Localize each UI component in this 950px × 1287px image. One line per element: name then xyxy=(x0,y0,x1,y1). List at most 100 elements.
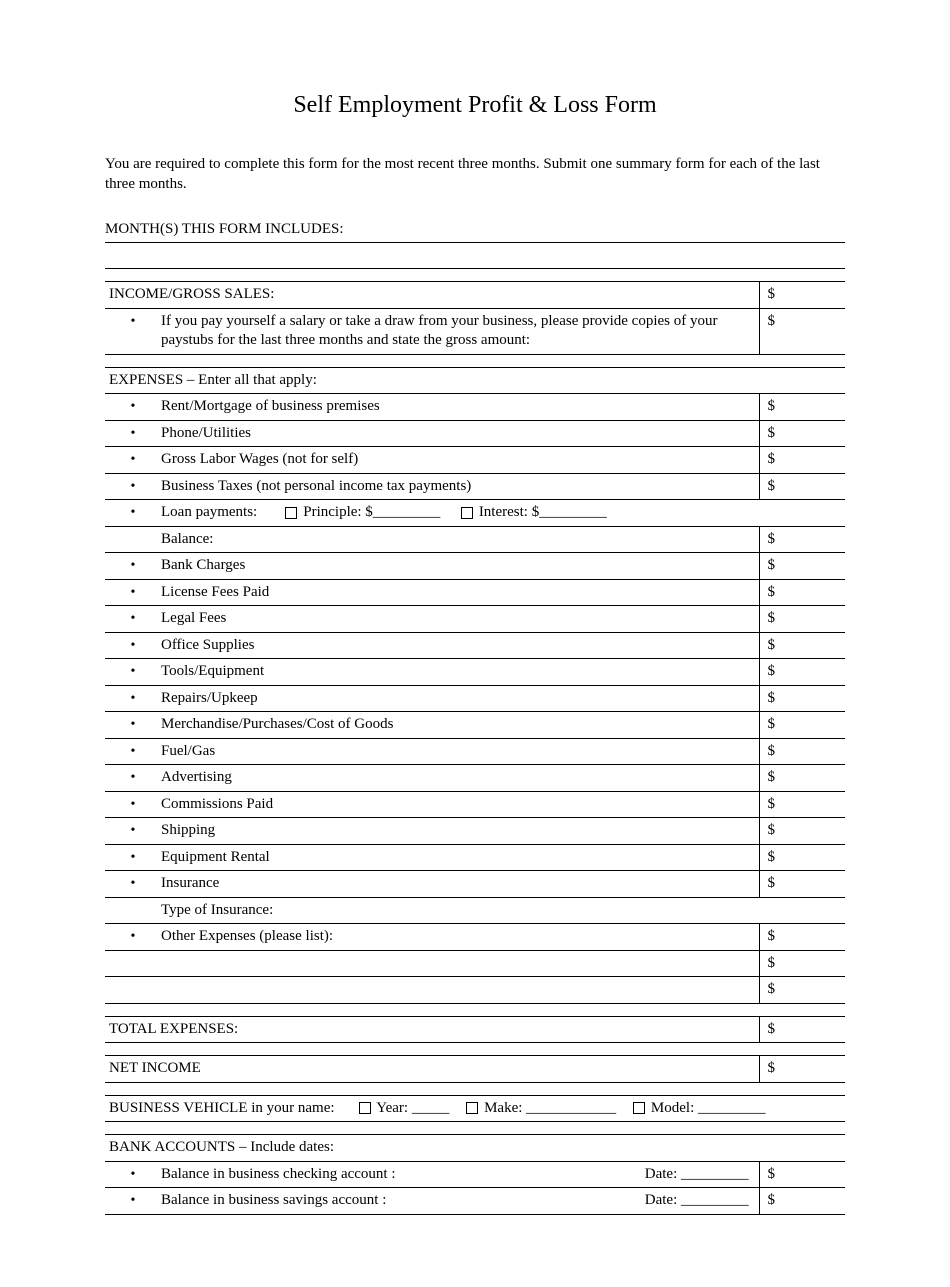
expense-license: License Fees Paid xyxy=(161,579,759,606)
shipping-amount[interactable]: $ xyxy=(759,818,845,845)
comm-amount[interactable]: $ xyxy=(759,791,845,818)
bank-checking-label: Balance in business checking account : xyxy=(161,1166,396,1182)
fuel-amount[interactable]: $ xyxy=(759,738,845,765)
checkbox-icon[interactable] xyxy=(461,507,473,519)
checking-amount[interactable]: $ xyxy=(759,1161,845,1188)
expense-fuel: Fuel/Gas xyxy=(161,738,759,765)
expense-shipping: Shipping xyxy=(161,818,759,845)
form-title: Self Employment Profit & Loss Form xyxy=(105,90,845,121)
merch-amount[interactable]: $ xyxy=(759,712,845,739)
vehicle-year[interactable]: Year: _____ xyxy=(376,1100,449,1116)
savings-amount[interactable]: $ xyxy=(759,1188,845,1215)
labor-amount[interactable]: $ xyxy=(759,447,845,474)
expenses-header-blank xyxy=(759,367,845,394)
other-amount-1[interactable]: $ xyxy=(759,924,845,951)
repairs-amount[interactable]: $ xyxy=(759,685,845,712)
license-amount[interactable]: $ xyxy=(759,579,845,606)
checkbox-icon[interactable] xyxy=(359,1102,371,1114)
office-amount[interactable]: $ xyxy=(759,632,845,659)
bullet-blank xyxy=(105,526,161,553)
bank-header-blank xyxy=(759,1135,845,1162)
bullet-icon: • xyxy=(105,791,161,818)
bullet-icon: • xyxy=(105,420,161,447)
other-line-3[interactable] xyxy=(161,977,759,1004)
expense-balance: Balance: xyxy=(161,526,759,553)
bullet-icon: • xyxy=(105,712,161,739)
expense-taxes: Business Taxes (not personal income tax … xyxy=(161,473,759,500)
bullet-icon: • xyxy=(105,685,161,712)
expense-other: Other Expenses (please list): xyxy=(161,924,759,951)
rent-amount[interactable]: $ xyxy=(759,394,845,421)
months-label: MONTH(S) THIS FORM INCLUDES: xyxy=(105,220,845,240)
loan-label: Loan payments: xyxy=(161,504,257,520)
bullet-icon: • xyxy=(105,924,161,951)
phone-amount[interactable]: $ xyxy=(759,420,845,447)
expense-office: Office Supplies xyxy=(161,632,759,659)
net-income-table: NET INCOME $ xyxy=(105,1055,845,1083)
checkbox-icon[interactable] xyxy=(633,1102,645,1114)
intro-text: You are required to complete this form f… xyxy=(105,155,845,194)
vehicle-label: BUSINESS VEHICLE in your name: xyxy=(109,1100,335,1116)
bullet-icon: • xyxy=(105,606,161,633)
expenses-table: EXPENSES – Enter all that apply: • Rent/… xyxy=(105,367,845,1004)
balance-amount[interactable]: $ xyxy=(759,526,845,553)
bullet-icon: • xyxy=(105,738,161,765)
bank-header: BANK ACCOUNTS – Include dates: xyxy=(105,1135,759,1162)
tools-amount[interactable]: $ xyxy=(759,659,845,686)
bullet-icon: • xyxy=(105,871,161,898)
vehicle-row: BUSINESS VEHICLE in your name: Year: ___… xyxy=(105,1095,845,1122)
income-amount[interactable]: $ xyxy=(759,282,845,309)
checkbox-icon[interactable] xyxy=(466,1102,478,1114)
expense-insurance-type[interactable]: Type of Insurance: xyxy=(161,897,845,924)
loan-interest[interactable]: Interest: $_________ xyxy=(479,504,607,520)
bullet-icon: • xyxy=(105,447,161,474)
expense-bank: Bank Charges xyxy=(161,553,759,580)
bank-amount[interactable]: $ xyxy=(759,553,845,580)
bank-savings-label: Balance in business savings account : xyxy=(161,1192,386,1208)
months-row[interactable] xyxy=(105,242,845,269)
bullet-icon: • xyxy=(105,500,161,527)
expense-advert: Advertising xyxy=(161,765,759,792)
savings-date[interactable]: Date: _________ xyxy=(645,1191,755,1211)
loan-principle[interactable]: Principle: $_________ xyxy=(303,504,440,520)
equip-amount[interactable]: $ xyxy=(759,844,845,871)
income-note: If you pay yourself a salary or take a d… xyxy=(161,308,759,354)
bullet-blank xyxy=(105,950,161,977)
months-table xyxy=(105,242,845,270)
net-income-amount[interactable]: $ xyxy=(759,1056,845,1083)
expense-labor: Gross Labor Wages (not for self) xyxy=(161,447,759,474)
bullet-icon: • xyxy=(105,473,161,500)
salary-amount[interactable]: $ xyxy=(759,308,845,354)
legal-amount[interactable]: $ xyxy=(759,606,845,633)
bullet-icon: • xyxy=(105,844,161,871)
other-amount-3[interactable]: $ xyxy=(759,977,845,1004)
bank-checking-row: Balance in business checking account : D… xyxy=(161,1161,759,1188)
bullet-icon: • xyxy=(105,1161,161,1188)
bullet-icon: • xyxy=(105,308,161,354)
bullet-icon: • xyxy=(105,818,161,845)
insurance-amount[interactable]: $ xyxy=(759,871,845,898)
expense-legal: Legal Fees xyxy=(161,606,759,633)
income-header: INCOME/GROSS SALES: xyxy=(105,282,759,309)
expense-equip: Equipment Rental xyxy=(161,844,759,871)
net-income-label: NET INCOME xyxy=(105,1056,759,1083)
bullet-icon: • xyxy=(105,394,161,421)
bank-savings-row: Balance in business savings account : Da… xyxy=(161,1188,759,1215)
total-expenses-amount[interactable]: $ xyxy=(759,1016,845,1043)
expenses-header: EXPENSES – Enter all that apply: xyxy=(105,367,759,394)
checking-date[interactable]: Date: _________ xyxy=(645,1165,755,1185)
taxes-amount[interactable]: $ xyxy=(759,473,845,500)
vehicle-table: BUSINESS VEHICLE in your name: Year: ___… xyxy=(105,1095,845,1123)
advert-amount[interactable]: $ xyxy=(759,765,845,792)
other-amount-2[interactable]: $ xyxy=(759,950,845,977)
bullet-icon: • xyxy=(105,1188,161,1215)
expense-merch: Merchandise/Purchases/Cost of Goods xyxy=(161,712,759,739)
bullet-icon: • xyxy=(105,765,161,792)
vehicle-model[interactable]: Model: _________ xyxy=(651,1100,766,1116)
vehicle-make[interactable]: Make: ____________ xyxy=(484,1100,616,1116)
bullet-icon: • xyxy=(105,632,161,659)
other-line-2[interactable] xyxy=(161,950,759,977)
checkbox-icon[interactable] xyxy=(285,507,297,519)
bank-table: BANK ACCOUNTS – Include dates: • Balance… xyxy=(105,1134,845,1215)
expense-insurance: Insurance xyxy=(161,871,759,898)
